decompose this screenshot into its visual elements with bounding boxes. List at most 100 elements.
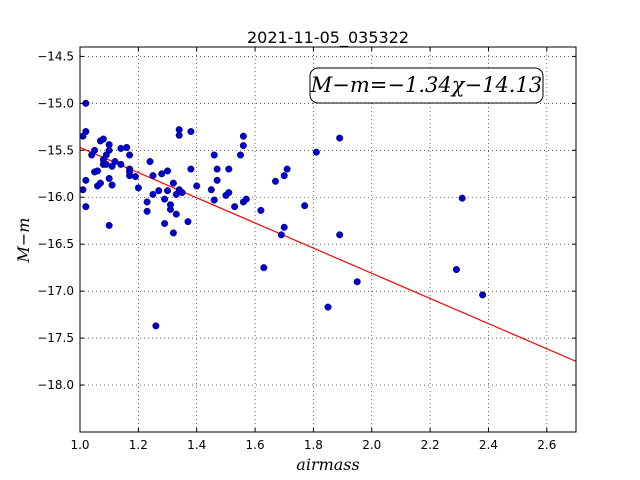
data-point <box>126 151 134 159</box>
data-point <box>149 172 157 180</box>
data-point <box>242 195 250 203</box>
data-point <box>178 189 186 197</box>
data-point <box>105 174 113 182</box>
data-point <box>175 131 183 139</box>
data-point <box>336 231 344 239</box>
y-tick-label: −16.5 <box>37 237 74 251</box>
data-point <box>271 177 279 185</box>
data-point <box>324 303 332 311</box>
data-point <box>280 172 288 180</box>
equation-annotation: M−m=−1.34χ−14.13 <box>309 67 544 104</box>
data-point <box>108 181 116 189</box>
data-point <box>231 203 239 211</box>
data-point <box>111 158 119 166</box>
data-point <box>164 187 172 195</box>
y-tick-label: −17.5 <box>37 331 74 345</box>
data-point <box>149 190 157 198</box>
annotation-box <box>309 67 544 104</box>
data-point <box>82 176 90 184</box>
data-point <box>277 231 285 239</box>
tick-labels: 1.0 1.2 1.4 1.6 1.8 2.0 2.2 2.4 2.6 −14.5 −15.0 −15… <box>37 49 556 452</box>
y-axis-label: M−m <box>14 218 33 264</box>
data-point <box>105 221 113 229</box>
y-tick-label: −14.5 <box>37 49 74 63</box>
data-points <box>79 99 487 330</box>
data-point <box>353 278 361 286</box>
data-point <box>210 196 218 204</box>
data-point <box>239 142 247 150</box>
data-point <box>105 146 113 154</box>
data-point <box>102 160 110 168</box>
data-point <box>155 187 163 195</box>
data-point <box>301 202 309 210</box>
y-tick-label: −15.0 <box>37 96 74 110</box>
data-point <box>161 195 169 203</box>
data-point <box>96 179 104 187</box>
data-point <box>143 198 151 206</box>
x-axis-label: airmass <box>296 455 359 474</box>
y-tick-label: −18.0 <box>37 378 74 392</box>
data-point <box>452 266 460 274</box>
data-point <box>91 146 99 154</box>
data-point <box>239 132 247 140</box>
data-point <box>458 194 466 202</box>
data-point <box>99 135 107 143</box>
data-point <box>117 160 125 168</box>
data-point <box>164 167 172 175</box>
x-tick-label: 1.8 <box>304 438 323 452</box>
data-point <box>210 151 218 159</box>
y-tick-label: −16.0 <box>37 190 74 204</box>
data-point <box>193 182 201 190</box>
data-point <box>187 128 195 136</box>
data-point <box>134 184 142 192</box>
x-tick-label: 2.6 <box>537 438 556 452</box>
data-point <box>169 229 177 237</box>
annotation-text: M−m=−1.34χ−14.13 <box>310 73 542 97</box>
data-point <box>187 165 195 173</box>
data-point <box>161 220 169 228</box>
data-point <box>82 203 90 211</box>
data-point <box>213 176 221 184</box>
plot-frame <box>79 46 577 433</box>
data-point <box>225 189 233 197</box>
data-point <box>257 206 265 214</box>
data-point <box>131 173 139 181</box>
data-point <box>213 165 221 173</box>
x-tick-label: 1.0 <box>70 438 89 452</box>
axis-ticks <box>79 47 576 432</box>
y-tick-label: −15.5 <box>37 143 74 157</box>
data-point <box>479 291 487 299</box>
data-point <box>172 210 180 218</box>
data-point <box>312 148 320 156</box>
data-point <box>126 172 134 180</box>
data-point <box>79 186 87 194</box>
data-point <box>283 165 291 173</box>
x-tick-label: 1.4 <box>187 438 206 452</box>
data-point <box>94 167 102 175</box>
data-point <box>146 158 154 166</box>
data-point <box>143 207 151 215</box>
data-point <box>123 143 131 151</box>
x-tick-label: 1.2 <box>129 438 148 452</box>
data-point <box>184 218 192 226</box>
data-point <box>207 186 215 194</box>
chart-title: 2021-11-05_035322 <box>247 28 409 48</box>
data-point <box>225 165 233 173</box>
x-tick-label: 2.0 <box>362 438 381 452</box>
y-tick-label: −17.0 <box>37 284 74 298</box>
data-point <box>152 322 160 330</box>
grid <box>79 47 576 432</box>
x-tick-label: 1.6 <box>246 438 265 452</box>
data-point <box>82 128 90 136</box>
x-tick-label: 2.4 <box>479 438 498 452</box>
data-point <box>158 170 166 178</box>
data-point <box>260 264 268 272</box>
data-point <box>236 151 244 159</box>
data-point <box>336 134 344 142</box>
data-point <box>117 144 125 152</box>
x-tick-label: 2.2 <box>421 438 440 452</box>
data-point <box>280 223 288 231</box>
data-point <box>169 179 177 187</box>
data-point <box>166 201 174 209</box>
